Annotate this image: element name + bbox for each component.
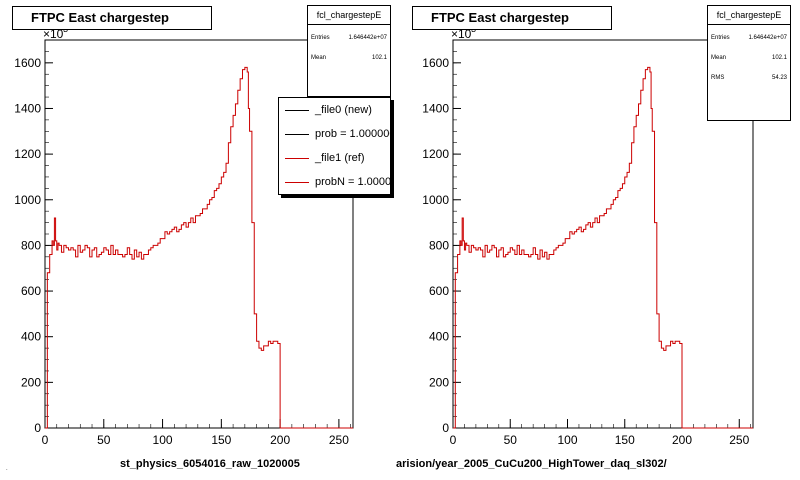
right-xtick-label-250: 250: [729, 433, 749, 447]
right-series-line-0: [453, 66, 753, 429]
right-ytick-label-600: 600: [429, 284, 449, 298]
left-stats-entries-value: 1.646442e+07: [348, 35, 387, 41]
left-ytick-label-1200: 1200: [14, 147, 41, 161]
legend-entry-prob: prob = 1.000000: [279, 122, 390, 146]
legend-entry-probn: probN = 1.000000: [279, 170, 390, 194]
legend-swatch-prob: [285, 134, 309, 135]
left-xtick-label-250: 250: [329, 433, 349, 447]
right-footer-path: arision/year_2005_CuCu200_HighTower_daq_…: [396, 458, 667, 470]
right-ytick-label-1400: 1400: [422, 101, 449, 115]
left-stats-name: fcl_chargestepE: [308, 6, 390, 25]
legend-box[interactable]: _file0 (new) prob = 1.000000 _file1 (ref…: [278, 97, 391, 195]
legend-entry-file0: _file0 (new): [279, 98, 390, 122]
right-ytick-label-1200: 1200: [422, 147, 449, 161]
right-stats-rms-row: RMS 54.23: [708, 71, 790, 85]
right-xtick-label-0: 0: [450, 433, 457, 447]
left-xtick-label-150: 150: [211, 433, 231, 447]
left-ytick-label-400: 400: [21, 330, 41, 344]
left-xtick-label-100: 100: [153, 433, 173, 447]
right-y-exponent-label: ×10: [451, 27, 472, 41]
left-xtick-label-50: 50: [97, 433, 111, 447]
right-xtick-label-100: 100: [557, 433, 577, 447]
legend-swatch-file1: [285, 158, 309, 159]
right-xtick-label-200: 200: [672, 433, 692, 447]
right-histogram-panel: 0 200 400 600 800 1000 1200 1400 1600 0 50 100 150 20…: [422, 24, 754, 447]
right-stats-mean-row: Mean 102.1: [708, 51, 790, 65]
left-ytick-label-1000: 1000: [14, 193, 41, 207]
right-stats-rms-value: 54.23: [771, 75, 787, 81]
legend-swatch-probn: [285, 182, 309, 183]
left-y-exponent-label: ×10: [43, 27, 64, 41]
left-series-line-0: [45, 66, 353, 429]
left-stats-mean-label: Mean: [311, 55, 327, 61]
right-plot-frame: [452, 39, 754, 429]
right-stats-entries-row: Entries 1.646442e+07: [708, 31, 790, 45]
left-ytick-label-600: 600: [21, 284, 41, 298]
legend-swatch-file0: [285, 110, 309, 111]
legend-entry-file1: _file1 (ref): [279, 146, 390, 170]
left-stats-mean-value: 102.1: [371, 55, 387, 61]
left-ytick-label-0: 0: [34, 421, 41, 435]
left-stats-entries-label: Entries: [311, 35, 330, 41]
left-stats-box[interactable]: fcl_chargestepE Entries 1.646442e+07 Mea…: [307, 5, 391, 97]
right-ytick-label-400: 400: [429, 330, 449, 344]
left-plot-title: FTPC East chargestep: [12, 6, 212, 30]
right-stats-rms-label: RMS: [711, 75, 725, 81]
right-ytick-label-200: 200: [429, 375, 449, 389]
right-ytick-label-800: 800: [429, 238, 449, 252]
right-xtick-label-50: 50: [504, 433, 518, 447]
legend-label-prob: prob = 1.000000: [315, 128, 391, 140]
left-histogram-panel: 0 200 400 600 800 1000 1200 1400 1600 0 50 100 150 20…: [14, 24, 354, 447]
legend-label-file1: _file1 (ref): [315, 152, 365, 164]
right-ytick-label-0: 0: [442, 421, 449, 435]
left-xtick-label-0: 0: [42, 433, 49, 447]
left-ytick-label-800: 800: [21, 238, 41, 252]
right-ytick-label-1600: 1600: [422, 56, 449, 70]
right-stats-box[interactable]: fcl_chargestepE Entries 1.646442e+07 Mea…: [707, 5, 791, 121]
right-ytick-label-1000: 1000: [422, 193, 449, 207]
right-plot-title: FTPC East chargestep: [412, 6, 612, 30]
right-stats-mean-label: Mean: [711, 55, 727, 61]
right-stats-entries-label: Entries: [711, 35, 730, 41]
right-xtick-label-150: 150: [615, 433, 635, 447]
legend-label-probn: probN = 1.000000: [315, 176, 391, 188]
left-ytick-label-1600: 1600: [14, 56, 41, 70]
right-stats-name: fcl_chargestepE: [708, 6, 790, 25]
right-stats-mean-value: 102.1: [771, 55, 787, 61]
left-footer-filename: st_physics_6054016_raw_1020005: [120, 458, 300, 470]
left-stats-entries-row: Entries 1.646442e+07: [308, 31, 390, 45]
left-ytick-label-1400: 1400: [14, 101, 41, 115]
left-xtick-label-200: 200: [270, 433, 290, 447]
left-ytick-label-200: 200: [21, 375, 41, 389]
left-footer-tiny-text: .: [6, 466, 8, 472]
left-stats-mean-row: Mean 102.1: [308, 51, 390, 65]
right-stats-entries-value: 1.646442e+07: [748, 35, 787, 41]
legend-label-file0: _file0 (new): [315, 104, 372, 116]
